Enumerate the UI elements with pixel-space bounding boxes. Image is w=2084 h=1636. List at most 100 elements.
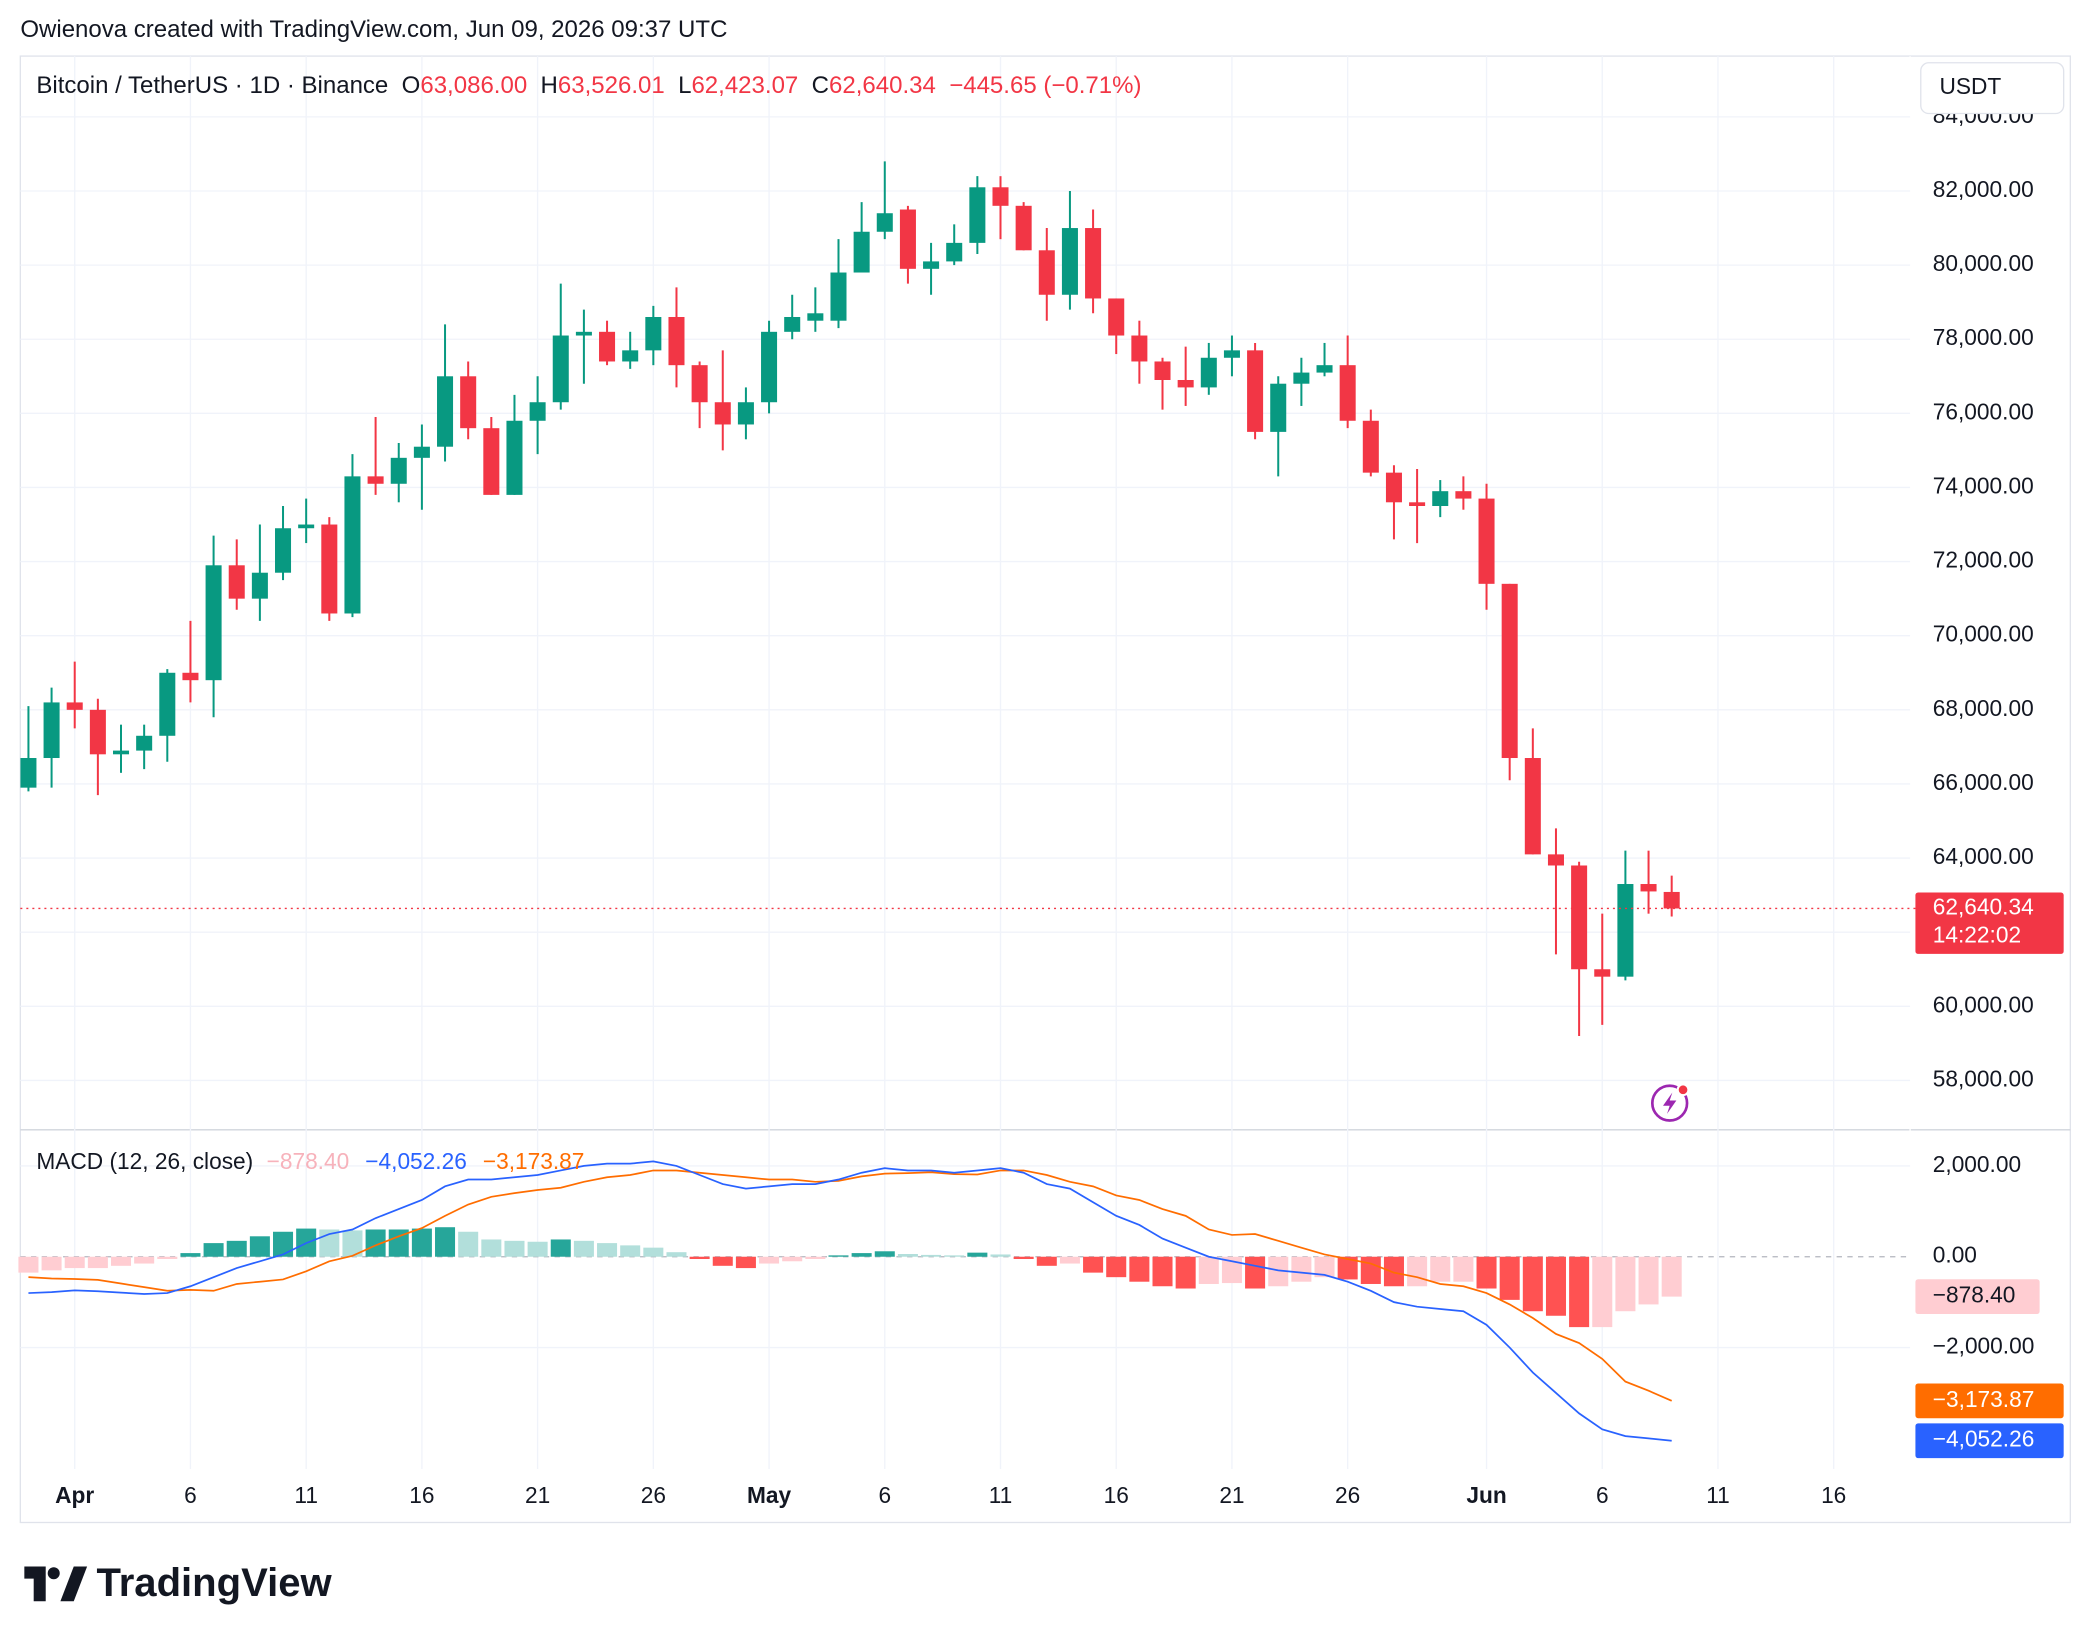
candle-body — [159, 672, 176, 736]
candle-body — [506, 420, 523, 495]
macd-title: MACD (12, 26, close) — [36, 1148, 253, 1174]
candle-body — [367, 476, 384, 484]
y-tick-label: 60,000.00 — [1933, 991, 2034, 1017]
histogram-bar — [597, 1243, 618, 1257]
x-tick-label: 26 — [641, 1482, 666, 1508]
histogram-bar — [1499, 1256, 1520, 1300]
candle-body — [992, 187, 1009, 206]
histogram-bar — [1059, 1256, 1080, 1264]
price-badge — [1915, 892, 2064, 954]
candle-body — [1131, 335, 1148, 362]
histogram-bar — [87, 1256, 108, 1269]
histogram-bar — [435, 1227, 456, 1257]
marks — [18, 161, 1916, 1442]
x-tick-label: 11 — [294, 1482, 318, 1508]
histogram-bar — [1268, 1256, 1289, 1287]
histogram-bar — [249, 1236, 270, 1257]
candle-body — [552, 335, 569, 403]
candle-body — [437, 376, 454, 447]
histogram-bar — [1013, 1256, 1034, 1260]
signal-badge — [1915, 1383, 2064, 1419]
candle-body — [899, 209, 916, 269]
histogram-bar — [64, 1256, 85, 1269]
histogram-bar — [1245, 1256, 1266, 1289]
currency[interactable]: USDT — [1939, 73, 2001, 99]
histogram-bar — [1592, 1256, 1613, 1328]
x-tick-label: 16 — [1821, 1482, 1846, 1508]
candle-body — [1247, 350, 1264, 432]
y-tick-label: 70,000.00 — [1933, 621, 2034, 647]
macd-header: MACD (12, 26, close) −878.40 −4,052.26 −3,1… — [36, 1148, 584, 1174]
y-tick-label: 76,000.00 — [1933, 398, 2034, 424]
labels: 58,000.00 60,000.00 6 2,000.00 64,000.00 66,0… — [55, 102, 2064, 1508]
histogram-bar — [805, 1256, 826, 1260]
x-tick-label: 21 — [525, 1482, 550, 1508]
brand-logo — [24, 1566, 88, 1602]
macd-line — [28, 1160, 1672, 1442]
candle-body — [483, 428, 500, 495]
histogram-bar — [1522, 1256, 1543, 1312]
x-tick-label: 6 — [878, 1482, 891, 1508]
histogram-bar — [273, 1231, 294, 1257]
histogram-bar — [1175, 1256, 1196, 1289]
candle-body — [784, 316, 801, 332]
macd-badge-text: −4,052.26 — [1933, 1426, 2035, 1452]
candle-body — [969, 187, 986, 243]
candle-body — [66, 702, 83, 710]
price-badge-countdown: 14:22:02 — [1933, 922, 2021, 948]
macd-badge — [1915, 1423, 2064, 1459]
x-tick-label: 6 — [1596, 1482, 1609, 1508]
grid — [20, 56, 1911, 1470]
candle-body — [1061, 228, 1078, 295]
alert-icon[interactable] — [1650, 1083, 1690, 1122]
histogram-bar — [666, 1252, 687, 1257]
candle-body — [691, 365, 708, 403]
x-tick-label: 16 — [1104, 1482, 1129, 1508]
histogram-bar — [643, 1247, 664, 1257]
candle-body — [599, 331, 616, 362]
histogram-bar — [1314, 1256, 1335, 1278]
histogram-bar — [458, 1231, 479, 1257]
x-tick-label: 6 — [184, 1482, 197, 1508]
currency-box[interactable] — [1920, 62, 2065, 115]
candle-body — [136, 735, 153, 751]
histogram-bar — [1291, 1256, 1312, 1282]
ohlc-value: 62,423.07 — [691, 72, 798, 99]
candle-body — [830, 272, 847, 321]
x-tick-label: May — [747, 1482, 792, 1508]
histogram-bar — [481, 1239, 502, 1257]
histogram-bar — [388, 1229, 409, 1257]
y-tick-label: 80,000.00 — [1933, 250, 2034, 276]
candle-body — [1594, 969, 1611, 977]
histogram-bar — [180, 1253, 201, 1257]
symbol: Bitcoin / TetherUS · 1D · Binance — [36, 72, 388, 99]
histogram-bar — [990, 1254, 1011, 1257]
candle-body — [228, 565, 245, 599]
candle-body — [275, 528, 292, 573]
candle-body — [113, 750, 130, 755]
histogram-bar — [134, 1256, 155, 1264]
price-badge-value: 62,640.34 — [1933, 893, 2034, 919]
histogram-bar — [203, 1243, 224, 1257]
ohlc-value: 63,526.01 — [558, 72, 665, 99]
candle-body — [1385, 472, 1402, 503]
candle-body — [390, 457, 407, 484]
ohlc-key: H — [541, 72, 558, 99]
candle-body — [622, 350, 639, 362]
x-tick-label: 26 — [1335, 1482, 1360, 1508]
candle-body — [1177, 379, 1194, 388]
candle-body — [321, 524, 338, 614]
candle-body — [1293, 372, 1310, 384]
candle-body — [668, 316, 685, 366]
histogram-bar — [1360, 1256, 1381, 1284]
candle-body — [182, 672, 199, 681]
candle-body — [413, 446, 430, 458]
histogram-bar — [1129, 1256, 1150, 1282]
ohlc-key: C — [812, 72, 829, 99]
histogram-bar — [573, 1240, 594, 1257]
candle-body — [1200, 357, 1217, 388]
histogram-bar — [1036, 1256, 1057, 1266]
histogram-bar — [712, 1256, 733, 1266]
candle-body — [1617, 884, 1634, 977]
